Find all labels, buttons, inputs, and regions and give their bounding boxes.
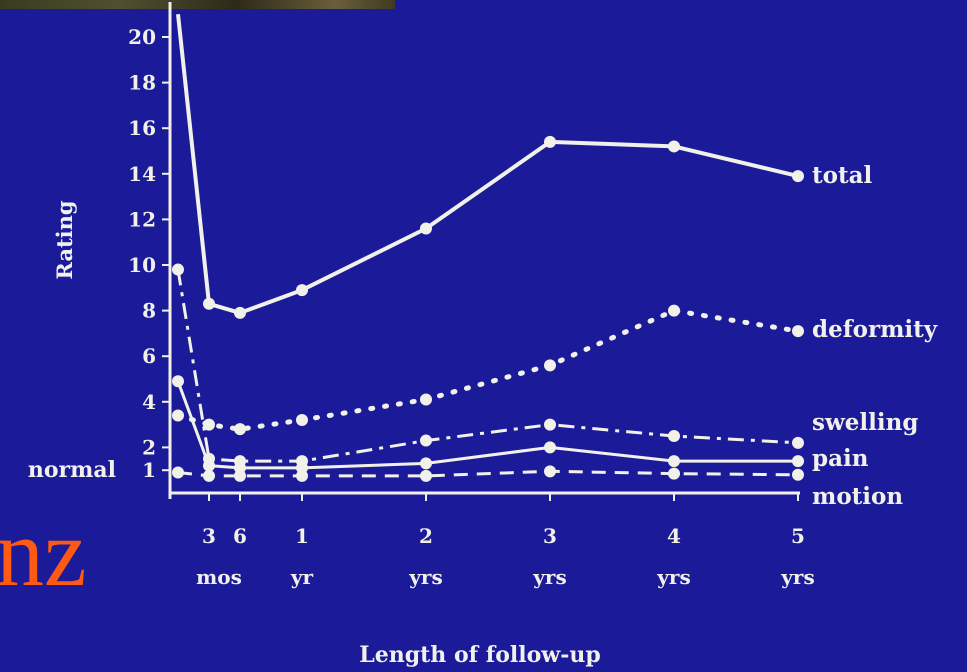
series-line-deformity [175, 308, 801, 432]
data-point-deformity [234, 423, 246, 436]
data-point-motion [234, 469, 246, 482]
data-point-swelling [792, 436, 804, 449]
data-point-pain [544, 441, 556, 454]
data-point-total [420, 222, 432, 235]
y-tick-label: 16 [128, 116, 156, 140]
series-label-pain: pain [812, 445, 869, 472]
series-line-swelling [176, 269, 799, 463]
x-tick-label: 3 [202, 524, 216, 548]
photo-strip [0, 0, 395, 9]
data-point-pain [420, 457, 432, 470]
data-point-motion [420, 469, 432, 482]
y-tick-label: 1 [142, 458, 156, 482]
data-point-deformity [203, 418, 215, 431]
slide-title-fragment: nz [0, 499, 87, 606]
y-tick-label: 20 [128, 25, 156, 49]
x-tick-label: 4 [667, 524, 681, 548]
data-point-swelling [544, 418, 556, 431]
data-point-total [792, 170, 804, 183]
data-point-deformity [296, 414, 308, 427]
data-point-deformity [792, 325, 804, 338]
y-tick-label: 10 [128, 253, 156, 277]
data-point-deformity [172, 409, 184, 422]
data-point-swelling [668, 430, 680, 442]
y-tick-label: 4 [142, 390, 156, 414]
data-point-deformity [668, 304, 680, 317]
y-tick-label: 14 [128, 162, 156, 186]
normal-label: normal [28, 457, 116, 483]
series-label-motion: motion [812, 483, 903, 510]
x-tick-label: 2 [419, 524, 433, 548]
data-point-swelling [172, 263, 184, 276]
x-tick-label: 1 [295, 524, 309, 548]
series-label-deformity: deformity [812, 316, 938, 343]
y-tick-label: 12 [128, 207, 156, 231]
series-layer [172, 13, 804, 482]
data-point-total [234, 306, 246, 319]
data-point-motion [172, 466, 184, 479]
data-point-motion [668, 467, 680, 480]
y-tick-label: 2 [142, 435, 156, 459]
data-point-motion [296, 469, 308, 482]
data-point-total [296, 284, 308, 297]
y-axis-label: Rating [52, 200, 77, 279]
series-label-swelling: swelling [812, 409, 918, 436]
y-tick-label: 6 [142, 344, 156, 368]
data-point-motion [203, 469, 215, 482]
x-tick-unit-label: yrs [780, 565, 814, 589]
data-point-deformity [544, 359, 556, 372]
x-tick-unit-label: yrs [532, 565, 566, 589]
x-tick-label: 6 [233, 524, 247, 548]
series-label-total: total [812, 162, 872, 189]
series-line-total [176, 13, 799, 315]
x-tick-unit-label: yrs [408, 565, 442, 589]
data-point-total [544, 135, 556, 148]
x-tick-unit-label: mos [196, 565, 242, 589]
series-line-pain [176, 380, 798, 470]
axis-layer [162, 2, 800, 501]
data-point-motion [544, 465, 556, 478]
data-point-pain [792, 455, 804, 468]
data-point-total [668, 140, 680, 153]
x-tick-unit-label: yrs [656, 565, 690, 589]
data-point-deformity [420, 393, 432, 406]
data-point-total [203, 297, 215, 310]
series-line-motion [177, 469, 799, 478]
data-point-swelling [420, 434, 432, 447]
y-tick-label: 8 [142, 299, 156, 323]
x-tick-label: 3 [543, 524, 557, 548]
x-tick-unit-label: yr [290, 565, 314, 589]
y-tick-label: 18 [128, 71, 156, 95]
data-point-motion [792, 468, 804, 481]
x-axis-label: Length of follow-up [359, 642, 600, 668]
data-point-pain [203, 459, 215, 472]
data-point-pain [172, 375, 184, 388]
data-point-pain [668, 455, 680, 468]
x-tick-label: 5 [791, 524, 805, 548]
